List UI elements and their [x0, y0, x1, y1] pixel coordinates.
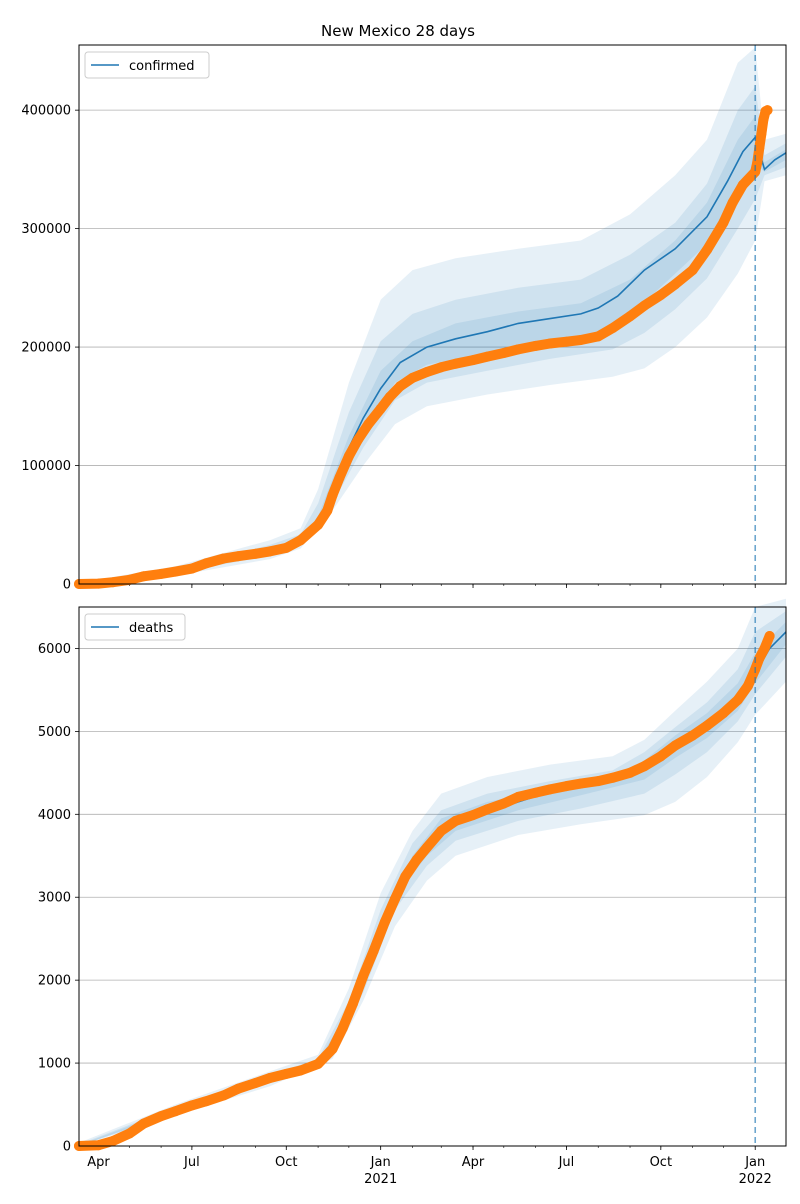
confidence-band-outer [79, 47, 786, 584]
y-tick-label: 100000 [21, 459, 71, 474]
legend: confirmed [84, 51, 210, 79]
x-tick-year-label: 2022 [739, 1172, 772, 1187]
y-tick-label: 5000 [38, 725, 71, 740]
y-tick-label: 0 [63, 578, 71, 593]
x-tick-label: Apr [462, 1155, 485, 1170]
chart-title: New Mexico 28 days [321, 22, 475, 40]
confidence-band-middle [79, 86, 786, 584]
y-tick-label: 6000 [38, 642, 71, 657]
legend-box [84, 51, 210, 79]
legend: deaths [84, 613, 186, 641]
confidence-band-inner [79, 621, 786, 1146]
chart-panel-confirmed: 0 100000 200000 300000 400000 confirmed [21, 44, 787, 593]
x-tick-year-label: 2021 [364, 1172, 397, 1187]
x-tick-label: Oct [650, 1155, 672, 1170]
x-tick-label: Oct [275, 1155, 297, 1170]
plot-frame [78, 44, 787, 585]
x-tick-label: Apr [87, 1155, 110, 1170]
x-tick-label: Jan [744, 1155, 765, 1170]
legend-label: confirmed [129, 59, 195, 74]
y-tick-label: 0 [63, 1140, 71, 1155]
observed-series-trace [74, 631, 775, 1151]
y-tick-label: 2000 [38, 974, 71, 989]
legend-box [84, 613, 186, 641]
y-tick-label: 1000 [38, 1057, 71, 1072]
x-tick-label: Jul [558, 1155, 575, 1170]
confidence-band-middle [79, 611, 786, 1146]
y-tick-label: 400000 [21, 104, 71, 119]
x-tick-label: Jan [370, 1155, 391, 1170]
y-tick-label: 300000 [21, 222, 71, 237]
confidence-band-inner [79, 116, 786, 584]
plot-frame [78, 606, 787, 1147]
observed-series-trace [74, 105, 773, 589]
confidence-band-outer [79, 598, 786, 1146]
x-tick-label: Jul [183, 1155, 200, 1170]
y-tick-label: 200000 [21, 341, 71, 356]
y-tick-label: 4000 [38, 808, 71, 823]
chart-panel-deaths: 0 1000 2000 3000 4000 5000 6000 Apr Jul Oct Jan 202… [38, 598, 787, 1187]
y-tick-label: 3000 [38, 891, 71, 906]
legend-label: deaths [129, 621, 174, 636]
